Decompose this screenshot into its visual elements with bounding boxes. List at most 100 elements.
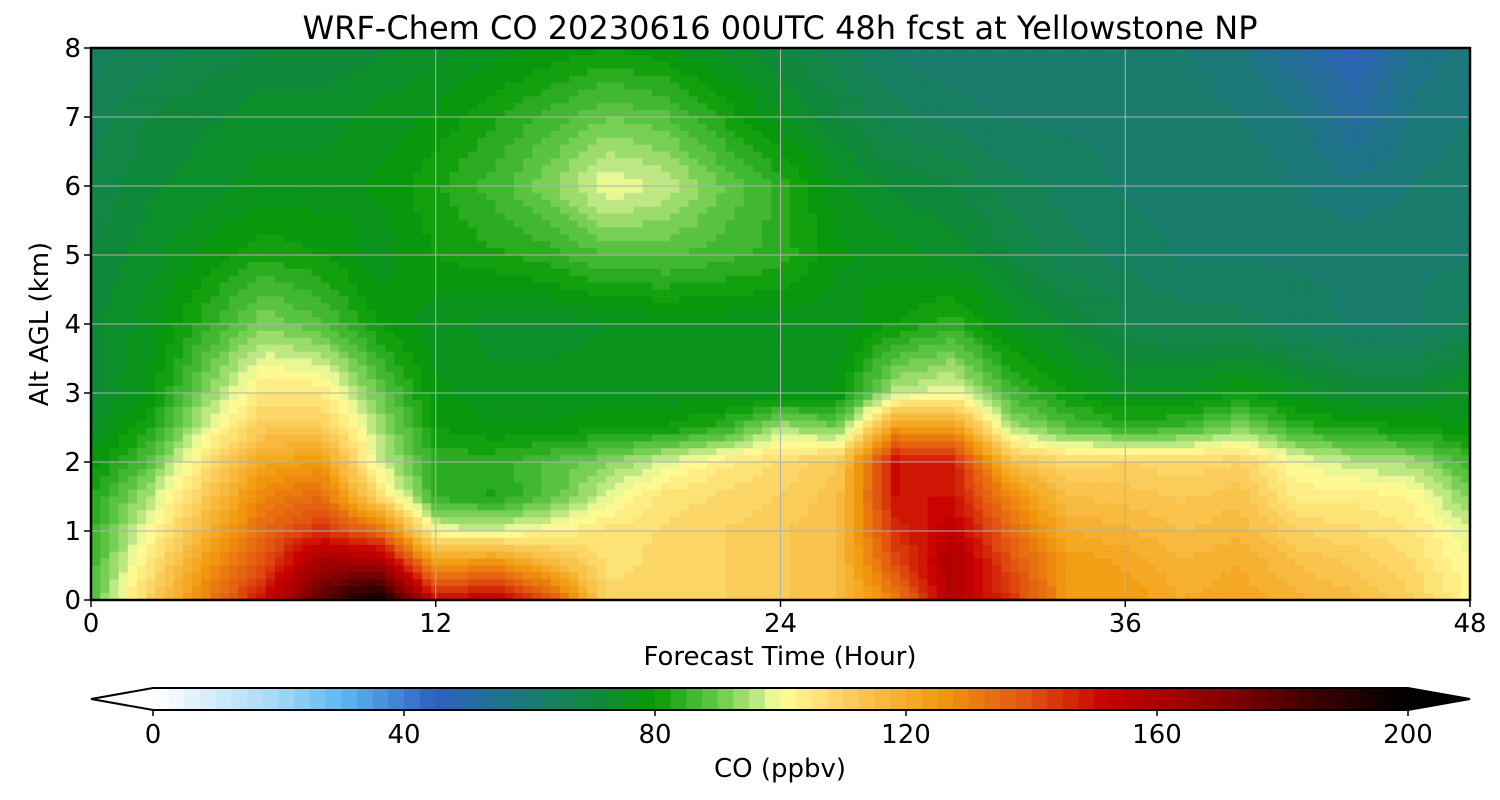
heatmap-cell	[1249, 255, 1260, 263]
heatmap-cell	[320, 103, 331, 111]
heatmap-cell	[1267, 144, 1278, 152]
heatmap-cell	[302, 137, 313, 146]
heatmap-cell	[477, 158, 487, 166]
heatmap-cell	[1304, 241, 1315, 249]
heatmap-cell	[146, 54, 156, 63]
heatmap-cell	[504, 117, 515, 125]
heatmap-cell	[247, 48, 258, 56]
heatmap-cell	[155, 103, 166, 111]
heatmap-cell	[541, 241, 552, 249]
heatmap-cell	[734, 261, 745, 270]
heatmap-cell	[688, 103, 699, 111]
heatmap-cell	[1396, 268, 1407, 277]
heatmap-cell	[146, 199, 156, 208]
heatmap-cell	[91, 227, 101, 235]
heatmap-cell	[136, 151, 147, 159]
heatmap-cell	[348, 248, 359, 256]
heatmap-cell	[256, 68, 267, 77]
heatmap-cell	[909, 206, 919, 215]
heatmap-cell	[762, 192, 772, 201]
heatmap-cell	[808, 130, 818, 139]
heatmap-cell	[1267, 261, 1278, 270]
heatmap-cell	[835, 137, 846, 146]
heatmap-cell	[1267, 179, 1278, 187]
heatmap-cell	[1010, 110, 1021, 118]
heatmap-cell	[330, 275, 340, 284]
heatmap-cell	[872, 137, 883, 146]
heatmap-cell	[265, 123, 276, 132]
heatmap-cell	[716, 75, 726, 83]
heatmap-cell	[1424, 234, 1434, 242]
heatmap-cell	[1221, 158, 1232, 166]
heatmap-cell	[293, 172, 303, 180]
heatmap-cell	[127, 158, 138, 166]
heatmap-cell	[771, 68, 782, 77]
heatmap-cell	[927, 213, 938, 221]
heatmap-cell	[964, 137, 975, 146]
heatmap-cell	[1387, 103, 1398, 111]
heatmap-cell	[394, 165, 405, 173]
heatmap-cell	[1175, 241, 1186, 249]
heatmap-cell	[1074, 151, 1085, 159]
heatmap-cell	[615, 158, 625, 166]
heatmap-cell	[504, 137, 515, 146]
heatmap-cell	[697, 158, 708, 166]
heatmap-cell	[587, 213, 598, 221]
heatmap-cell	[1442, 103, 1453, 111]
heatmap-cell	[100, 117, 110, 125]
heatmap-cell	[504, 172, 515, 180]
heatmap-cell	[1240, 268, 1250, 277]
heatmap-cell	[863, 158, 873, 166]
heatmap-cell	[1286, 158, 1296, 166]
heatmap-cell	[890, 158, 901, 166]
heatmap-cell	[854, 165, 864, 173]
heatmap-cell	[541, 248, 552, 256]
heatmap-cell	[1313, 227, 1324, 235]
heatmap-cell	[982, 123, 993, 132]
heatmap-cell	[559, 151, 570, 159]
heatmap-cell	[596, 123, 607, 132]
heatmap-cell	[1304, 137, 1315, 146]
heatmap-cell	[817, 172, 828, 180]
heatmap-cell	[495, 158, 506, 166]
heatmap-cell	[955, 137, 965, 146]
heatmap-cell	[1056, 96, 1067, 104]
heatmap-cell	[1001, 255, 1011, 263]
heatmap-cell	[936, 206, 947, 215]
heatmap-cell	[1175, 206, 1186, 215]
heatmap-cell	[219, 165, 230, 173]
heatmap-cell	[550, 199, 561, 208]
heatmap-cell	[1185, 144, 1195, 152]
heatmap-cell	[1203, 199, 1214, 208]
heatmap-cell	[605, 48, 616, 56]
heatmap-cell	[587, 61, 598, 70]
heatmap-cell	[449, 172, 460, 180]
heatmap-cell	[596, 213, 607, 221]
heatmap-cell	[945, 227, 956, 235]
heatmap-cell	[771, 261, 782, 270]
heatmap-cell	[339, 82, 349, 90]
heatmap-cell	[964, 48, 975, 56]
heatmap-cell	[504, 165, 515, 173]
heatmap-cell	[1148, 241, 1158, 249]
heatmap-cell	[1405, 89, 1416, 97]
heatmap-cell	[1230, 123, 1241, 132]
heatmap-cell	[1129, 172, 1140, 180]
heatmap-cell	[817, 165, 828, 173]
heatmap-cell	[532, 234, 543, 242]
heatmap-cell	[1460, 117, 1470, 125]
heatmap-cell	[1230, 68, 1241, 77]
heatmap-cell	[670, 227, 680, 235]
heatmap-cell	[293, 61, 303, 70]
heatmap-cell	[1212, 123, 1223, 132]
heatmap-cell	[1194, 103, 1204, 111]
heatmap-cell	[1230, 61, 1241, 70]
heatmap-cell	[945, 96, 956, 104]
heatmap-cell	[1056, 268, 1067, 277]
heatmap-cell	[1378, 165, 1388, 173]
heatmap-cell	[1258, 199, 1269, 208]
heatmap-cell	[1276, 186, 1287, 194]
heatmap-cell	[826, 227, 837, 235]
heatmap-cell	[91, 89, 101, 97]
heatmap-cell	[1322, 179, 1333, 187]
